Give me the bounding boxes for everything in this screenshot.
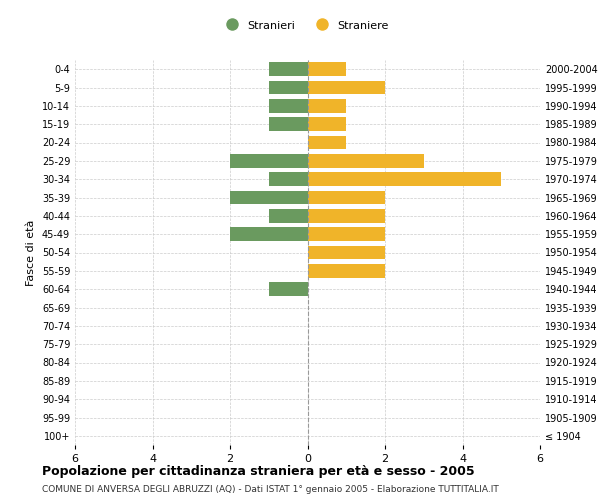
Bar <box>308 118 346 131</box>
Bar <box>269 118 308 131</box>
Bar <box>269 62 308 76</box>
Bar <box>308 172 501 186</box>
Bar <box>269 209 308 222</box>
Bar <box>308 246 385 260</box>
Legend: Stranieri, Straniere: Stranieri, Straniere <box>223 16 392 35</box>
Bar <box>308 190 385 204</box>
Bar <box>308 154 424 168</box>
Text: Popolazione per cittadinanza straniera per età e sesso - 2005: Popolazione per cittadinanza straniera p… <box>42 465 475 478</box>
Y-axis label: Fasce di età: Fasce di età <box>26 220 36 286</box>
Bar <box>230 190 308 204</box>
Bar <box>308 228 385 241</box>
Bar <box>269 172 308 186</box>
Bar <box>269 99 308 112</box>
Bar <box>230 154 308 168</box>
Bar <box>308 209 385 222</box>
Bar <box>308 264 385 278</box>
Bar <box>230 228 308 241</box>
Bar <box>308 99 346 112</box>
Text: COMUNE DI ANVERSA DEGLI ABRUZZI (AQ) - Dati ISTAT 1° gennaio 2005 - Elaborazione: COMUNE DI ANVERSA DEGLI ABRUZZI (AQ) - D… <box>42 485 499 494</box>
Bar <box>308 80 385 94</box>
Bar <box>269 80 308 94</box>
Bar <box>308 62 346 76</box>
Bar <box>269 282 308 296</box>
Bar <box>308 136 346 149</box>
